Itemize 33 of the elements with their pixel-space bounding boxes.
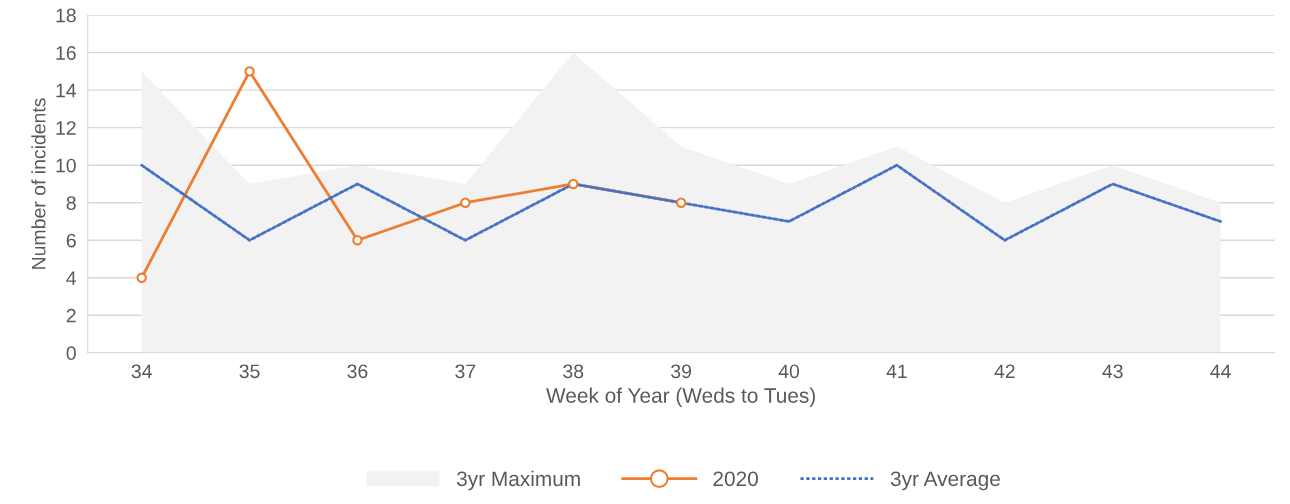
- y-tick-label: 2: [66, 308, 76, 323]
- x-tick-label: 41: [886, 364, 907, 378]
- y-tick-label: 8: [66, 196, 76, 210]
- y-tick-label: 12: [56, 121, 76, 135]
- x-tick-label: 43: [1102, 364, 1123, 379]
- point: [568, 178, 579, 190]
- point: [136, 272, 147, 283]
- x-tick-label: 35: [239, 364, 260, 379]
- point: [460, 197, 471, 208]
- legend-label: 2020: [713, 471, 758, 487]
- y-tick-label: 6: [66, 233, 76, 248]
- y-tick-label: 4: [66, 271, 77, 285]
- x-tick-label: 39: [671, 364, 692, 379]
- x-tick-label: 40: [778, 364, 800, 379]
- y-tick-label: 16: [56, 46, 76, 60]
- point: [675, 197, 687, 208]
- point: [352, 235, 363, 246]
- y-tick-label: 10: [56, 158, 76, 173]
- y-axis-title: Number of incidents: [31, 98, 46, 269]
- x-axis-title: Week of Year (Weds to Tues): [546, 387, 815, 407]
- x-tick-label: 34: [131, 364, 152, 379]
- y-tick-label: 14: [56, 83, 77, 98]
- x-tick-label: 42: [994, 364, 1015, 378]
- x-tick-label: 37: [455, 364, 476, 379]
- x-tick-label: 36: [347, 364, 368, 379]
- legend-label: 3yr Maximum: [456, 470, 580, 491]
- y-tick-label: 0: [66, 346, 76, 361]
- x-tick-label: 44: [1210, 364, 1231, 378]
- legend-label: 3yr Average: [890, 471, 1000, 491]
- x-tick-label: 38: [563, 364, 584, 379]
- line-series: [140, 163, 1222, 242]
- point: [244, 66, 255, 77]
- y-tick-label: 18: [56, 8, 76, 23]
